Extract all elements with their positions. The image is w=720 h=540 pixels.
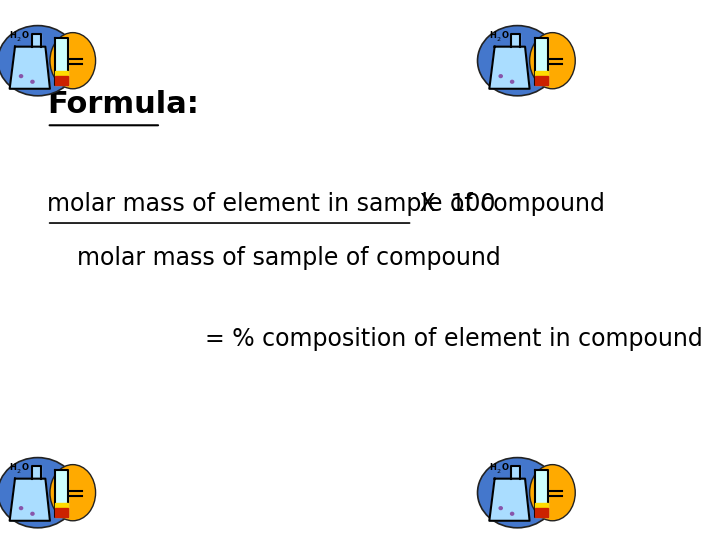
Text: 2: 2 bbox=[496, 37, 500, 42]
Text: O: O bbox=[22, 463, 29, 471]
Polygon shape bbox=[535, 38, 548, 85]
Text: molar mass of element in sample of compound: molar mass of element in sample of compo… bbox=[47, 192, 605, 216]
Polygon shape bbox=[535, 503, 548, 508]
Polygon shape bbox=[55, 503, 68, 508]
Text: H: H bbox=[9, 31, 17, 39]
Polygon shape bbox=[55, 469, 68, 517]
Ellipse shape bbox=[0, 457, 78, 528]
Ellipse shape bbox=[0, 25, 78, 96]
Ellipse shape bbox=[477, 25, 557, 96]
Text: = % composition of element in compound: = % composition of element in compound bbox=[204, 327, 703, 351]
Text: H: H bbox=[9, 463, 17, 471]
Text: X  100: X 100 bbox=[413, 192, 496, 216]
Ellipse shape bbox=[50, 464, 96, 521]
Polygon shape bbox=[535, 76, 548, 85]
Polygon shape bbox=[32, 466, 41, 478]
Ellipse shape bbox=[530, 464, 575, 521]
Text: molar mass of sample of compound: molar mass of sample of compound bbox=[47, 246, 500, 270]
Text: O: O bbox=[501, 31, 508, 39]
Ellipse shape bbox=[30, 80, 35, 84]
Polygon shape bbox=[32, 34, 41, 46]
Polygon shape bbox=[511, 34, 521, 46]
Text: H: H bbox=[490, 31, 496, 39]
Polygon shape bbox=[535, 508, 548, 517]
Text: 2: 2 bbox=[17, 469, 20, 474]
Ellipse shape bbox=[19, 74, 23, 78]
Polygon shape bbox=[55, 71, 68, 76]
Ellipse shape bbox=[50, 32, 96, 89]
Text: O: O bbox=[501, 463, 508, 471]
Polygon shape bbox=[9, 46, 50, 89]
Text: 2: 2 bbox=[496, 469, 500, 474]
Polygon shape bbox=[55, 76, 68, 85]
Polygon shape bbox=[9, 478, 50, 521]
Polygon shape bbox=[490, 478, 530, 521]
Polygon shape bbox=[511, 466, 521, 478]
Text: O: O bbox=[22, 31, 29, 39]
Polygon shape bbox=[535, 71, 548, 76]
Ellipse shape bbox=[19, 506, 23, 510]
Ellipse shape bbox=[498, 74, 503, 78]
Text: 2: 2 bbox=[17, 37, 20, 42]
Ellipse shape bbox=[510, 512, 514, 516]
Polygon shape bbox=[55, 508, 68, 517]
Ellipse shape bbox=[498, 506, 503, 510]
Ellipse shape bbox=[30, 512, 35, 516]
Ellipse shape bbox=[477, 457, 557, 528]
Ellipse shape bbox=[510, 80, 514, 84]
Polygon shape bbox=[55, 38, 68, 85]
Ellipse shape bbox=[530, 32, 575, 89]
Text: H: H bbox=[490, 463, 496, 471]
Text: Formula:: Formula: bbox=[47, 90, 199, 119]
Polygon shape bbox=[535, 469, 548, 517]
Polygon shape bbox=[490, 46, 530, 89]
